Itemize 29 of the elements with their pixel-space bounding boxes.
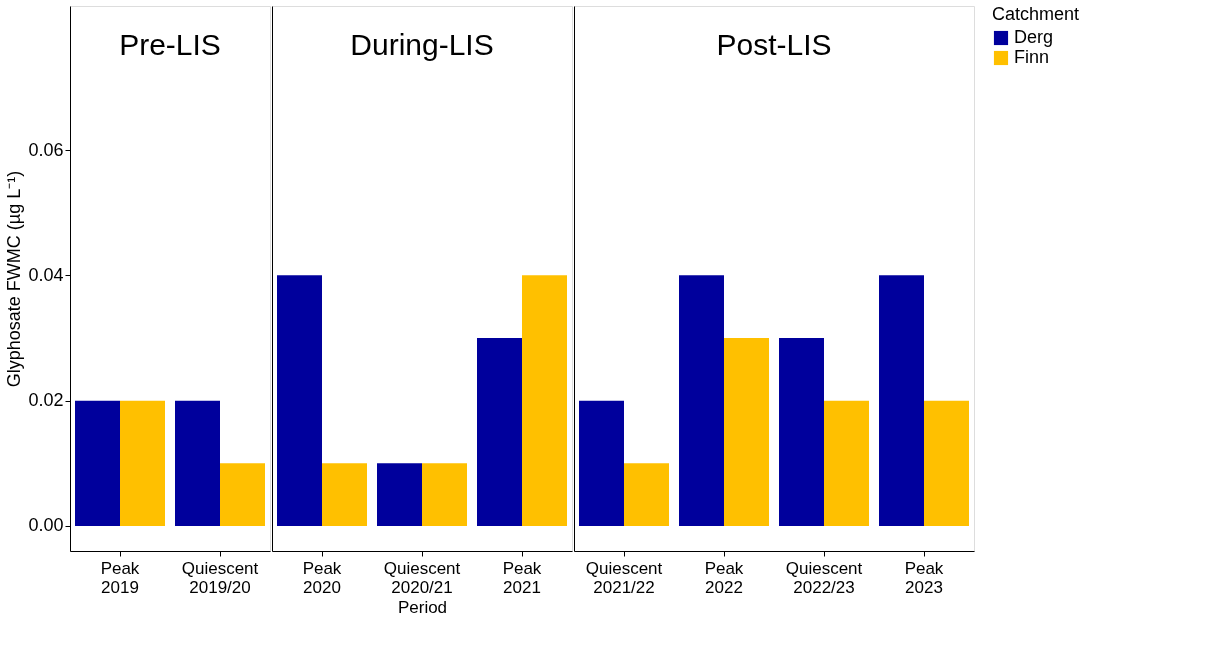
y-tick-label: 0.06 xyxy=(28,139,64,160)
y-axis-title: Glyphosate FWMC (µg L⁻¹) xyxy=(4,170,25,388)
x-tick-label: Quiescent 2020/21 xyxy=(383,558,461,597)
x-axis-title: Period xyxy=(397,597,448,617)
x-tick-label: Quiescent 2021/22 xyxy=(585,558,663,597)
x-tick-label: Peak 2023 xyxy=(904,558,944,597)
legend-title: Catchment xyxy=(992,4,1080,24)
bar xyxy=(824,400,869,526)
bar xyxy=(779,338,824,526)
bar xyxy=(624,463,669,526)
bar xyxy=(879,275,924,526)
x-tick-label: Quiescent 2022/23 xyxy=(785,558,863,597)
y-tick-label: 0.02 xyxy=(28,390,64,411)
bar xyxy=(679,275,724,526)
x-tick-label: Peak 2020 xyxy=(302,558,342,597)
text: Post-LIS xyxy=(716,28,832,61)
bar xyxy=(579,400,624,526)
y-tick-label: 0.04 xyxy=(28,264,64,285)
bar xyxy=(924,400,969,526)
x-tick-label: Peak 2022 xyxy=(704,558,744,597)
legend-label: Derg xyxy=(1014,27,1054,47)
x-tick-label: Quiescent 2019/20 xyxy=(181,558,259,597)
text: Pre-LIS xyxy=(119,28,221,61)
x-tick-label: Peak 2019 xyxy=(100,558,140,597)
x-tick-label: Peak 2021 xyxy=(502,558,542,597)
legend-label: Finn xyxy=(1014,47,1050,67)
y-tick-label: 0.00 xyxy=(28,515,64,536)
text: During-LIS xyxy=(350,28,494,61)
bar xyxy=(724,338,769,526)
